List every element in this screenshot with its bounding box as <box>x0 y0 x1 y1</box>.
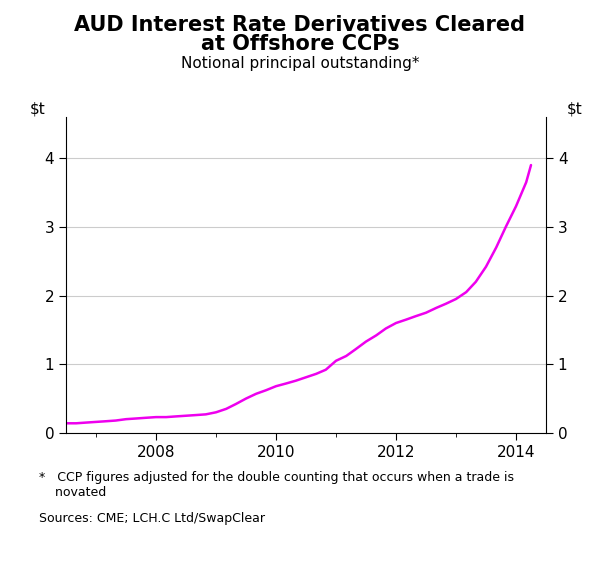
Text: $t: $t <box>566 102 582 117</box>
Text: $t: $t <box>30 102 46 117</box>
Text: at Offshore CCPs: at Offshore CCPs <box>200 34 400 54</box>
Text: *   CCP figures adjusted for the double counting that occurs when a trade is
   : * CCP figures adjusted for the double co… <box>39 471 514 499</box>
Text: Notional principal outstanding*: Notional principal outstanding* <box>181 56 419 71</box>
Text: AUD Interest Rate Derivatives Cleared: AUD Interest Rate Derivatives Cleared <box>74 15 526 35</box>
Text: Sources: CME; LCH.C Ltd/SwapClear: Sources: CME; LCH.C Ltd/SwapClear <box>39 512 265 525</box>
